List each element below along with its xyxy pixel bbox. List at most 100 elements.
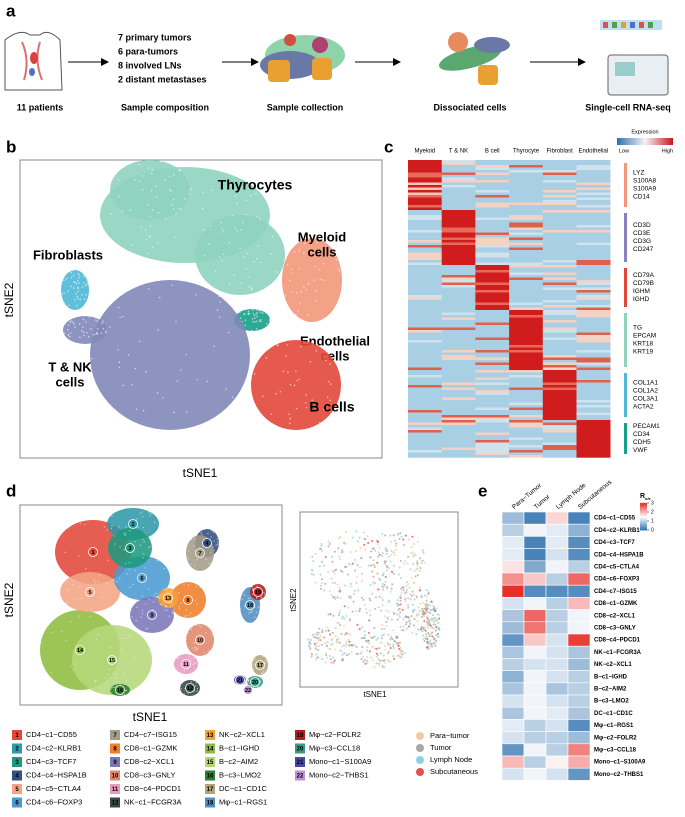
cell-dot [311,654,314,657]
heatmap-stripe [475,277,510,281]
cell-dot [121,210,123,213]
heatmap-stripe [542,180,577,183]
heatmap-stripe [542,435,577,438]
cell-dot [211,530,213,532]
heatmap-stripe [408,312,442,316]
heatmap-stripe [441,412,476,416]
cell-dot [195,585,198,588]
gene-label: IGHM [633,288,650,295]
heatmap-stripe [441,350,476,353]
heatmap-stripe [441,382,476,386]
heatmap-stripe [441,302,476,306]
heatmap-stripe [576,272,611,276]
heatmap-stripe [475,265,510,268]
cell-dot [390,540,393,543]
heatmap-stripe [441,220,476,223]
heatmap-cell [545,755,569,769]
heatmap-cell [501,523,525,537]
legend-swatch [205,784,215,794]
column-label: Tumor [533,493,552,511]
cell-dot [339,588,342,591]
legend-label: Mφ−c3−CCL18 [309,743,360,752]
heatmap-stripe [441,322,476,326]
legend-number: 12 [112,801,119,807]
heatmap-stripe [408,350,442,353]
heatmap-stripe [509,397,544,401]
heatmap-stripe [542,410,577,413]
cell-dot [279,390,282,393]
cell-dot [315,241,318,243]
cell-dot [157,329,160,331]
cell-dot [400,629,403,632]
heatmap-stripe [509,332,544,336]
heatmap-stripe [408,452,442,456]
heatmap-stripe [408,292,442,296]
cluster-label: T & NK [48,359,92,374]
legend-swatch [295,770,305,781]
cell-dot [70,665,73,667]
heatmap-stripe [475,292,510,296]
heatmap-stripe [408,232,442,236]
cell-dot [412,624,415,627]
cell-dot [324,555,327,558]
cell-dot [393,553,396,556]
cell-dot [323,564,326,567]
cell-dot [208,649,211,652]
cluster-marker [185,683,195,693]
colorbar-segment [640,518,647,520]
heatmap-stripe [576,207,611,211]
cell-dot [228,283,231,286]
colorbar-tick-label: 3 [651,500,654,506]
heatmap-stripe [475,242,510,246]
tissue-icon [260,34,345,82]
cell-dot [426,623,429,626]
cell-dot [389,660,392,663]
heatmap-stripe [441,222,476,226]
cell-dot [425,621,428,624]
cell-dot [404,599,407,602]
cell-dot [110,527,112,530]
cell-dot [343,652,346,655]
cell-dot [407,606,410,609]
heatmap-stripe [576,422,611,426]
cell-dot [240,282,243,285]
cell-dot [308,641,311,644]
cell-dot [429,604,432,607]
colorbar-segment [640,524,647,526]
cluster-marker [163,593,173,603]
heatmap-stripe [408,245,442,248]
cell-dot [118,366,121,369]
cell-dot [327,380,330,383]
cell-dot [323,589,326,592]
heatmap-stripe [475,330,510,333]
cell-dot [387,651,390,654]
cell-dot [393,612,396,615]
cell-dot [282,370,285,373]
heatmap-stripe [408,330,442,333]
cell-dot [252,320,254,323]
cell-dot [101,596,103,598]
heatmap-stripe [475,447,510,451]
heatmap-stripe [408,185,442,188]
y-axis-label: tSNE2 [2,282,16,317]
heatmap-stripe [509,287,544,291]
cell-dot [78,282,80,284]
cluster-marker [85,587,95,597]
heatmap-stripe [542,325,577,328]
legend-number: 5 [15,787,19,793]
cluster-label: cells [308,244,337,259]
cell-dot [383,560,386,563]
composition-line: 6 para-tumors [118,46,178,56]
heatmap-stripe [475,342,510,346]
heatmap-stripe [408,417,442,421]
cell-dot [213,345,216,348]
composition-line: 2 distant metastases [118,74,207,84]
heatmap-stripe [441,280,476,283]
row-label: DC−c1−CD1C [594,711,633,717]
heatmap-stripe [542,217,577,221]
heatmap-cell [523,755,547,769]
cell-dot [199,586,202,589]
cell-dot [69,320,72,322]
cell-dot [321,636,324,639]
cell-dot [328,590,331,593]
